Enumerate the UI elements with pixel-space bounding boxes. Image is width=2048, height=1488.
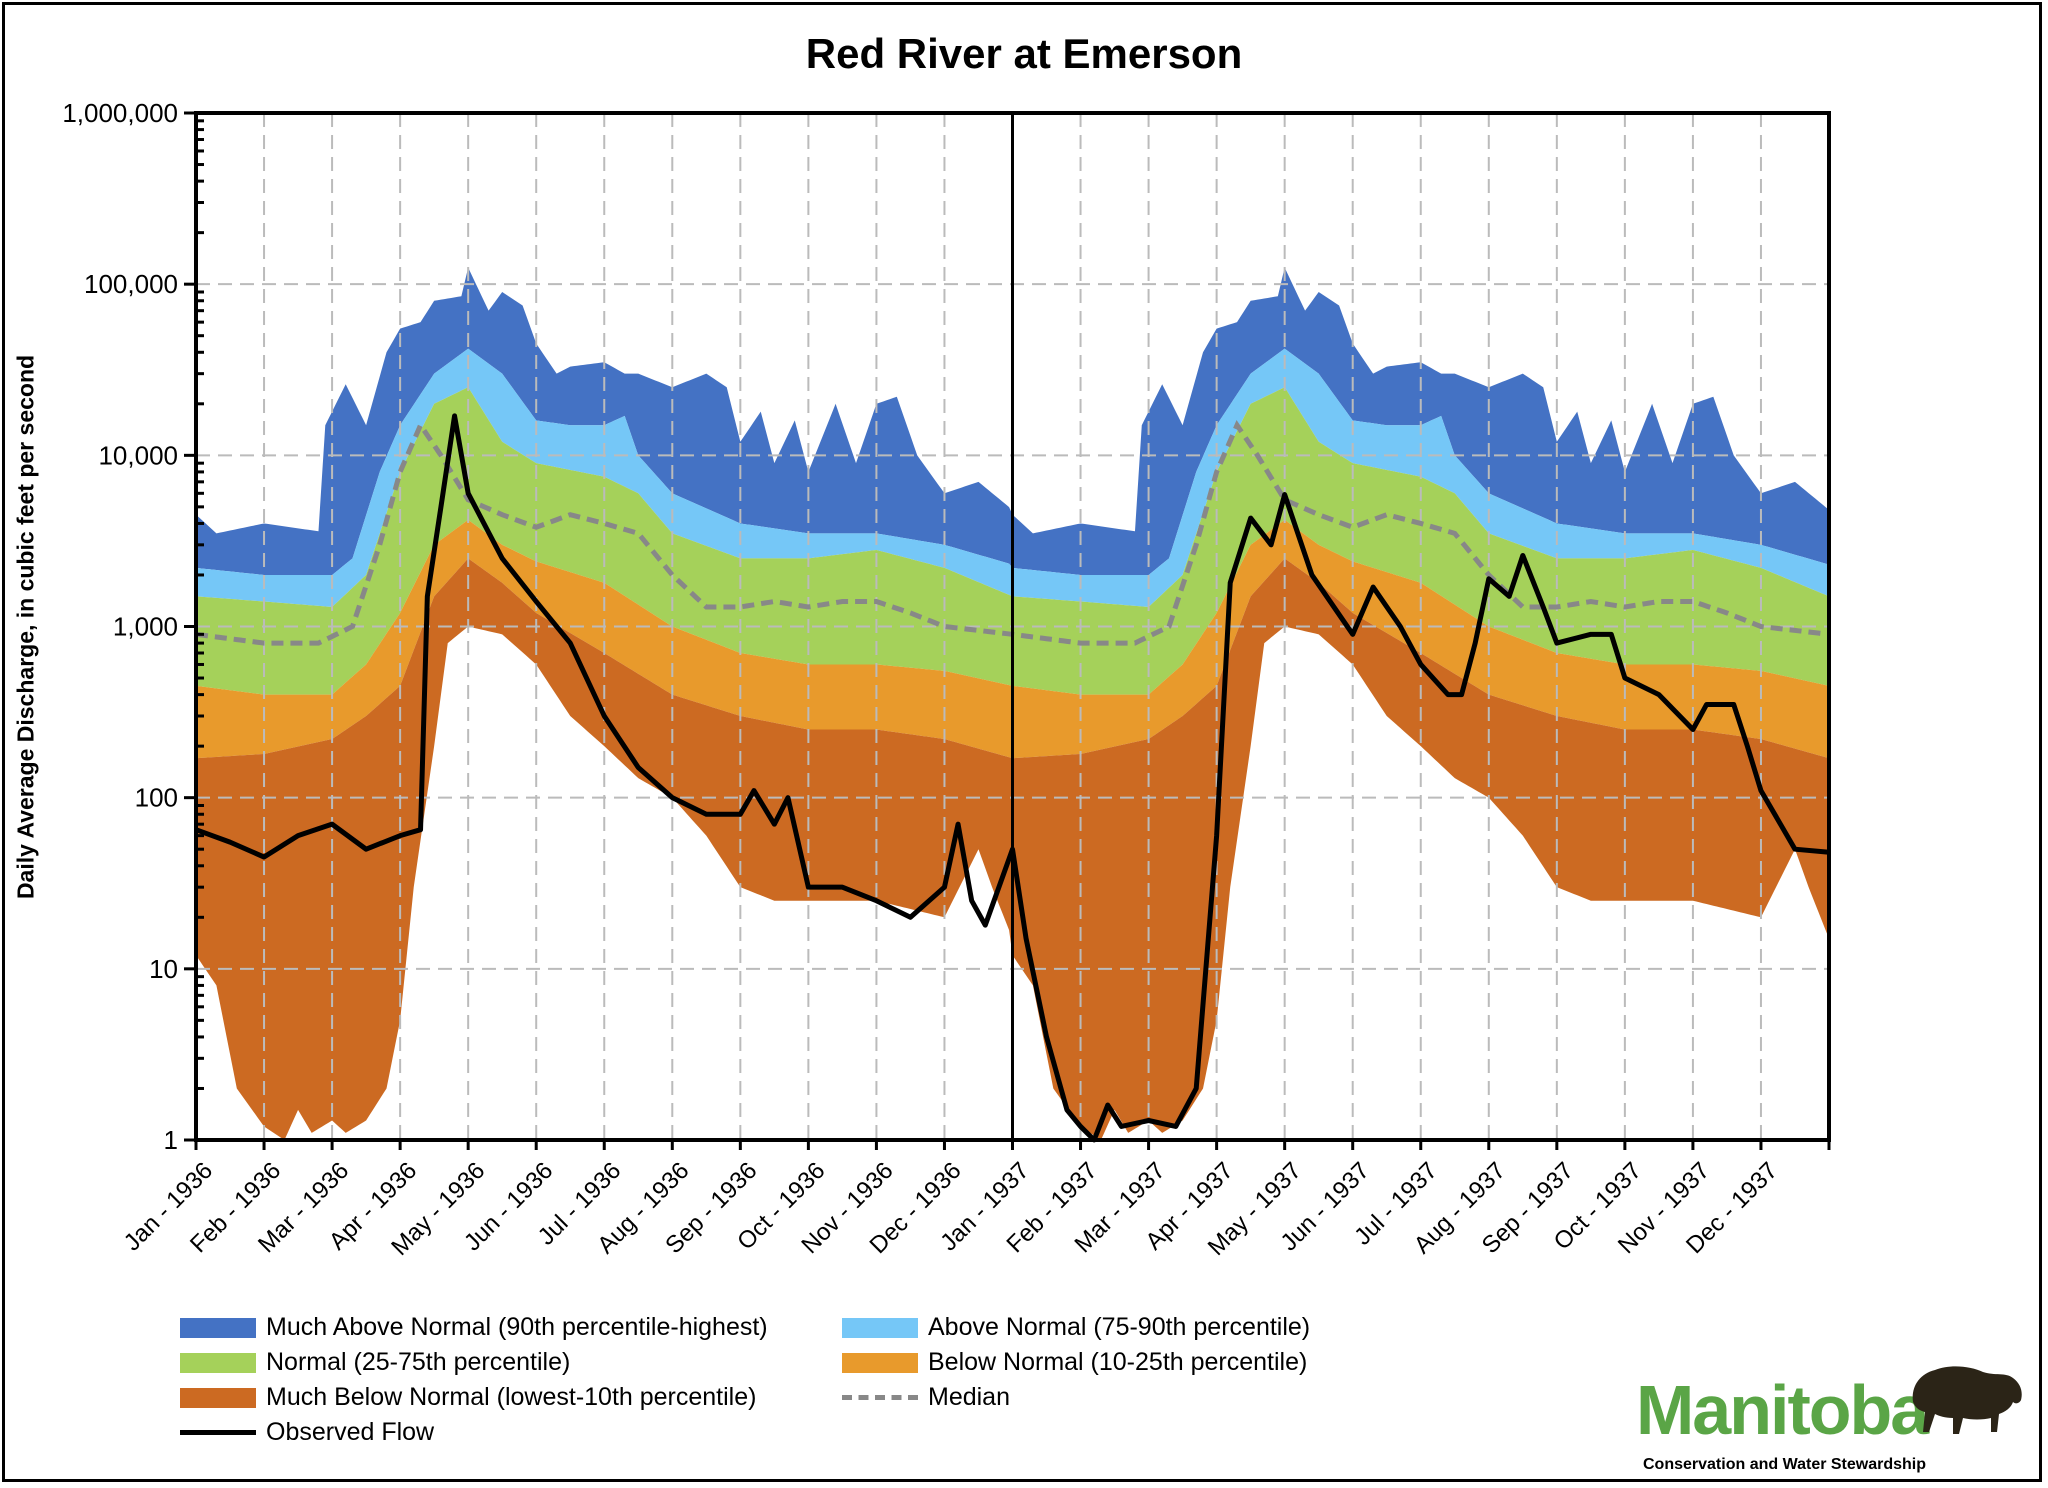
y-tick-label: 10 bbox=[149, 954, 178, 984]
legend-swatch bbox=[842, 1395, 918, 1400]
legend-swatch bbox=[180, 1387, 256, 1408]
legend-swatch bbox=[180, 1352, 256, 1373]
legend-label: Observed Flow bbox=[266, 1418, 435, 1446]
legend-median: Median bbox=[842, 1383, 1010, 1412]
legend-swatch bbox=[180, 1430, 256, 1435]
bison-icon bbox=[1912, 1366, 2022, 1434]
chart-title: Red River at Emerson bbox=[805, 30, 1243, 77]
legend-label: Above Normal (75-90th percentile) bbox=[928, 1313, 1311, 1341]
legend-swatch bbox=[180, 1317, 256, 1338]
y-tick-label: 1 bbox=[164, 1125, 178, 1155]
legend-above: Above Normal (75-90th percentile) bbox=[842, 1313, 1310, 1342]
legend-observed: Observed Flow bbox=[180, 1418, 434, 1447]
y-tick-label: 1,000 bbox=[113, 612, 178, 642]
legend-label: Normal (25-75th percentile) bbox=[266, 1348, 571, 1376]
y-tick-label: 100,000 bbox=[84, 269, 178, 299]
legend-swatch bbox=[842, 1352, 918, 1373]
y-tick-label: 1,000,000 bbox=[62, 98, 178, 128]
legend-below: Below Normal (10-25th percentile) bbox=[842, 1348, 1307, 1377]
y-tick-label: 100 bbox=[135, 783, 178, 813]
legend-label: Much Above Normal (90th percentile-highe… bbox=[266, 1313, 768, 1341]
y-tick-label: 10,000 bbox=[98, 440, 178, 470]
observed-flow-line bbox=[195, 413, 1830, 1143]
legend-normal: Normal (25-75th percentile) bbox=[180, 1348, 570, 1377]
logo-subtitle: Conservation and Water Stewardship bbox=[1643, 1456, 1927, 1473]
manitoba-logo-text: Manitoba bbox=[1636, 1371, 1929, 1449]
legend-label: Much Below Normal (lowest-10th percentil… bbox=[266, 1383, 757, 1411]
legend-much-above: Much Above Normal (90th percentile-highe… bbox=[180, 1313, 768, 1342]
band-much-above bbox=[196, 267, 1829, 575]
legend-much-below: Much Below Normal (lowest-10th percentil… bbox=[180, 1383, 756, 1412]
legend-swatch bbox=[842, 1317, 918, 1338]
legend-label: Below Normal (10-25th percentile) bbox=[928, 1348, 1308, 1376]
legend-label: Median bbox=[928, 1383, 1010, 1411]
band-above bbox=[196, 348, 1829, 607]
